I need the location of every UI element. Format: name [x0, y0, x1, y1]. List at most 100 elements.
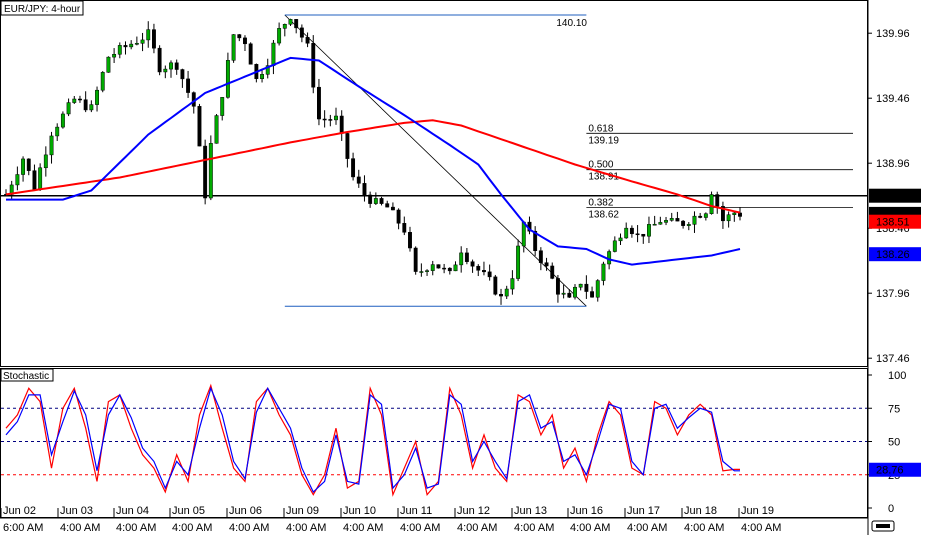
candlestick-series: [4, 18, 742, 305]
fib-ratio-label: 0.618: [588, 123, 613, 134]
candle: [470, 259, 475, 273]
candle: [379, 196, 384, 206]
candle: [464, 247, 469, 265]
candle: [26, 158, 31, 176]
candle: [322, 110, 327, 128]
candle: [675, 211, 680, 222]
svg-text:138.71: 138.71: [876, 191, 910, 203]
candle: [157, 45, 162, 76]
fib-value-label: 138.91: [588, 172, 619, 183]
svg-text:28.76: 28.76: [876, 465, 904, 477]
time-label: 4:00 AM: [627, 522, 667, 534]
candle: [197, 103, 202, 147]
stochastic-d-line: [5, 386, 740, 494]
candle: [95, 86, 99, 112]
candle: [493, 274, 498, 296]
time-label: 4:00 AM: [229, 522, 269, 534]
candle: [100, 71, 105, 93]
candle: [373, 192, 378, 206]
price-panel[interactable]: [0, 0, 868, 367]
candle: [385, 200, 390, 208]
candle: [732, 210, 737, 222]
price-tag-138.71: 138.71: [869, 188, 921, 203]
svg-text:138.26: 138.26: [876, 249, 910, 261]
candle: [151, 23, 156, 54]
candle: [476, 264, 481, 277]
time-label: 4:00 AM: [684, 522, 724, 534]
date-label: Jun 04: [116, 505, 149, 517]
stochastic-level-lines: [1, 407, 867, 476]
date-label: Jun 11: [400, 505, 432, 517]
stochastic-tick-label: 50: [888, 437, 900, 449]
candle: [612, 236, 617, 253]
candle: [299, 24, 304, 43]
candle: [436, 264, 441, 269]
candle: [21, 156, 26, 182]
time-label: 4:00 AM: [741, 522, 781, 534]
title-box: [0, 0, 84, 16]
stochastic-k-line: [5, 383, 740, 497]
candle: [692, 211, 697, 233]
fib-ratio-label: 0.500: [588, 160, 613, 171]
candle: [83, 91, 88, 113]
candle: [396, 208, 401, 230]
stochastic-tick-label: 100: [888, 370, 906, 382]
chart-title: EUR/JPY: 4-hour: [4, 4, 81, 15]
candle: [487, 264, 492, 281]
candle: [237, 33, 242, 42]
fib-value-label: 139.19: [588, 135, 619, 146]
candle: [720, 201, 725, 229]
time-label: 4:00 AM: [60, 522, 100, 534]
price-tag-138.26: 138.26: [869, 247, 921, 262]
time-axis: Jun 02 6:00 AM Jun 03 4:00 AM Jun 04 4:00 AM J…: [0, 505, 868, 534]
candle: [129, 40, 134, 50]
date-label: Jun 12: [457, 505, 490, 517]
stochastic-title: Stochastic: [3, 371, 49, 382]
candle: [180, 68, 185, 88]
time-label: 4:00 AM: [286, 522, 326, 534]
stochastic-panel[interactable]: [0, 368, 868, 518]
time-label: 4:00 AM: [400, 522, 440, 534]
candle: [231, 34, 236, 63]
candle: [413, 246, 418, 275]
candle: [573, 284, 577, 300]
date-label: Jun 13: [514, 505, 547, 517]
candle: [419, 263, 424, 277]
candle: [447, 267, 452, 275]
candle: [243, 35, 247, 51]
candle: [146, 21, 151, 48]
candle: [351, 152, 356, 181]
candle: [140, 32, 145, 52]
date-label: Jun 17: [627, 505, 660, 517]
time-label: 4:00 AM: [116, 522, 156, 534]
date-label: Jun 18: [684, 505, 717, 517]
candle: [356, 169, 361, 188]
candle: [334, 107, 338, 125]
candle: [89, 100, 94, 113]
candle: [49, 131, 54, 164]
date-label: Jun 06: [229, 505, 262, 517]
candle: [317, 78, 321, 126]
candle: [408, 226, 412, 252]
price-tick-label: 139.96: [876, 28, 910, 40]
candle: [504, 285, 509, 299]
candle: [561, 284, 566, 299]
candle: [459, 246, 464, 273]
candle: [203, 139, 208, 205]
scroll-icon[interactable]: [871, 520, 895, 532]
candle: [533, 226, 538, 256]
stochastic-tick-label: 0: [888, 503, 894, 515]
candle: [618, 233, 623, 245]
time-label: 4:00 AM: [343, 522, 383, 534]
candle: [78, 95, 82, 103]
date-label: Jun 03: [60, 505, 93, 517]
price-tick-label: 137.96: [876, 288, 910, 300]
candle: [550, 262, 555, 280]
date-label: Jun 02: [3, 505, 36, 517]
red-moving-average: [5, 119, 741, 214]
candle: [652, 215, 657, 226]
fib-trend-line: [284, 14, 587, 307]
price-tick-label: 137.46: [876, 353, 910, 365]
candle: [328, 114, 333, 127]
